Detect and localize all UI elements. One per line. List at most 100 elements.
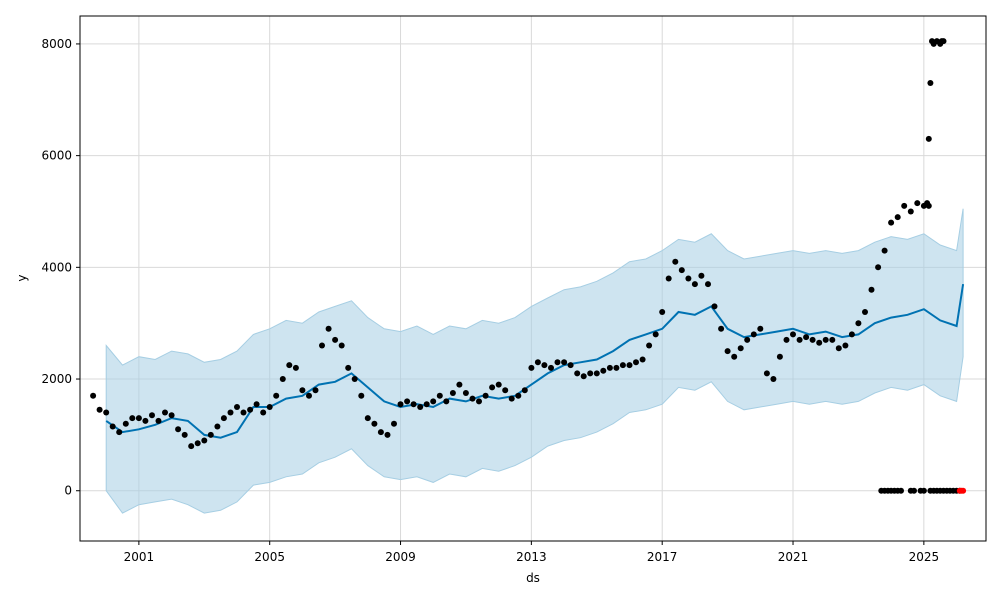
observed-point [646, 342, 653, 349]
observed-point [214, 423, 221, 430]
observed-point [619, 362, 626, 369]
x-tick-label: 2009 [385, 550, 416, 564]
observed-point [384, 431, 391, 438]
observed-point [306, 392, 312, 399]
observed-point [116, 429, 123, 436]
observed-point [207, 431, 214, 438]
observed-point [587, 370, 594, 377]
observed-point [96, 406, 103, 413]
y-axis-label: y [15, 274, 29, 281]
x-tick-label: 2005 [254, 550, 285, 564]
zero-point [920, 487, 927, 494]
observed-point [776, 353, 783, 360]
observed-point [750, 331, 757, 338]
x-axis-ticks: 2001 2005 2009 2013 2017 2021 2025 [124, 541, 940, 564]
observed-point [155, 417, 162, 424]
observed-point [332, 336, 339, 343]
observed-point [888, 219, 895, 226]
observed-point [90, 392, 97, 399]
observed-point [194, 440, 201, 447]
observed-point [548, 364, 554, 371]
observed-point [894, 214, 901, 221]
x-tick-label: 2013 [516, 550, 547, 564]
observed-point [476, 398, 482, 405]
observed-point [678, 267, 685, 274]
observed-point [796, 336, 803, 343]
observed-point [319, 342, 325, 349]
observed-point [554, 359, 561, 366]
observed-point [489, 384, 496, 391]
observed-point [691, 281, 698, 288]
observed-point [698, 272, 705, 279]
observed-point [606, 364, 613, 371]
observed-point [737, 345, 744, 352]
observed-point [665, 275, 672, 282]
observed-point [580, 373, 587, 380]
observed-point [260, 409, 267, 416]
observed-point [907, 208, 914, 215]
observed-point [364, 415, 371, 422]
observed-point [220, 415, 227, 422]
interval-band [105, 208, 964, 514]
observed-point [168, 412, 175, 419]
observed-point [135, 415, 142, 422]
observed-point [855, 320, 862, 327]
observed-point [371, 420, 378, 427]
observed-point [829, 336, 836, 343]
observed-point [574, 370, 581, 377]
observed-point [685, 275, 692, 282]
observed-point [868, 286, 875, 293]
observed-point [613, 364, 620, 371]
observed-point [377, 429, 384, 436]
observed-point [469, 395, 476, 402]
observed-point [744, 336, 751, 343]
x-tick-label: 2025 [909, 550, 940, 564]
observed-point [515, 392, 522, 399]
y-axis-ticks: 0 2000 4000 6000 8000 [41, 37, 80, 498]
observed-point [770, 376, 777, 382]
y-tick-label: 0 [64, 484, 72, 498]
observed-point [103, 409, 110, 416]
outlier-point [925, 135, 932, 142]
outlier-point [927, 80, 934, 86]
uncertainty-interval [105, 208, 964, 514]
observed-point [835, 345, 842, 352]
observed-point [142, 417, 149, 424]
observed-point [129, 415, 136, 422]
observed-point [925, 202, 932, 209]
observed-point [561, 359, 568, 366]
observed-point [436, 392, 443, 399]
observed-point [848, 331, 855, 338]
observed-point [914, 200, 921, 207]
observed-point [763, 370, 770, 377]
observed-points [90, 38, 967, 494]
observed-point [862, 309, 868, 315]
observed-point [279, 376, 286, 382]
observed-point [397, 401, 404, 408]
observed-point [449, 390, 456, 396]
observed-point [149, 412, 155, 419]
observed-point [122, 420, 129, 427]
observed-point [502, 387, 509, 394]
observed-point [456, 381, 463, 388]
x-tick-label: 2017 [647, 550, 678, 564]
observed-point [711, 303, 718, 310]
observed-point [822, 336, 829, 343]
observed-point [404, 398, 411, 405]
observed-point [253, 401, 260, 408]
observed-point [325, 325, 332, 332]
observed-point [495, 381, 502, 388]
observed-point [181, 431, 188, 438]
observed-point [109, 423, 116, 430]
observed-point [266, 404, 273, 410]
observed-point [292, 364, 299, 371]
observed-point [724, 348, 731, 355]
observed-point [201, 437, 208, 444]
x-tick-label: 2001 [124, 550, 155, 564]
observed-point [790, 331, 796, 338]
observed-point [358, 392, 365, 399]
observed-point [652, 331, 659, 338]
observed-point [541, 362, 548, 369]
observed-point [482, 392, 489, 399]
